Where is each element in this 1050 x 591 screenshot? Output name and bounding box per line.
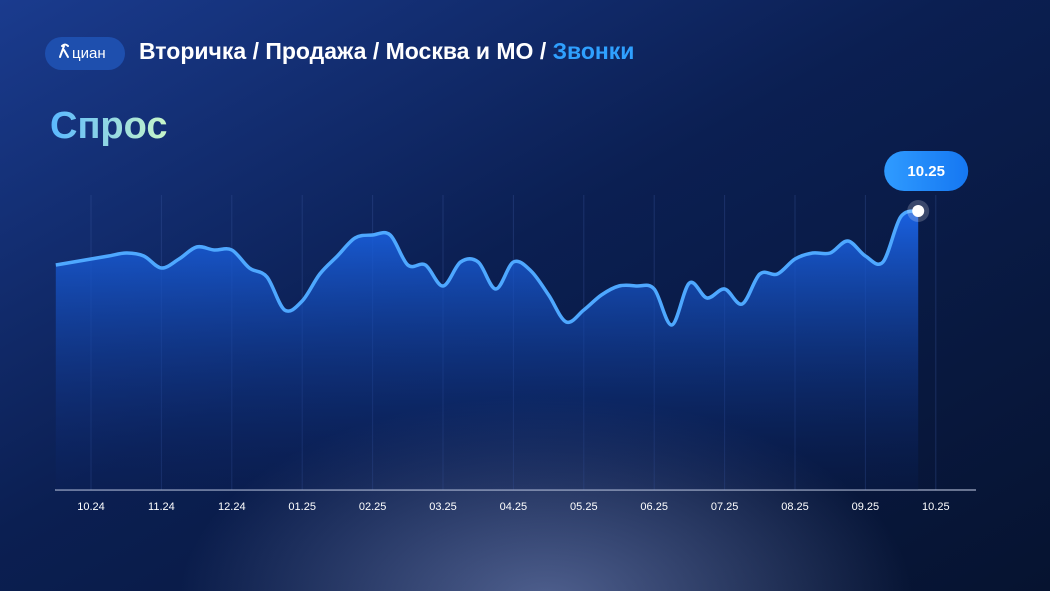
annotation-badge: [884, 151, 969, 191]
breadcrumb-separator: /: [253, 38, 260, 64]
x-tick-label: 01.25: [288, 501, 316, 513]
x-tick-label: 05.25: [570, 501, 598, 513]
x-tick-label: 03.25: [429, 501, 457, 513]
breadcrumb: Вторичка / Продажа / Москва и МО / Звонк…: [139, 38, 634, 64]
breadcrumb-item: Продажа: [265, 38, 366, 64]
x-tick-label: 12.24: [218, 501, 246, 513]
annotation: 10.25: [907, 163, 945, 180]
x-tick-label: 10.25: [922, 501, 950, 513]
logo-text: циан: [72, 45, 106, 62]
x-tick-label: 11.24: [148, 501, 175, 513]
logo-icon: [59, 43, 69, 58]
x-tick-label: 09.25: [852, 501, 880, 513]
breadcrumb-separator: /: [373, 38, 380, 64]
x-tick-label: 07.25: [711, 501, 739, 513]
breadcrumb-item-active: Звонки: [553, 38, 635, 64]
breadcrumb-separator: /: [540, 38, 547, 64]
end-point: [912, 205, 925, 217]
x-tick-label: 04.25: [500, 501, 528, 513]
x-tick-label: 02.25: [359, 501, 387, 513]
breadcrumb-item: Москва и МО: [386, 38, 534, 64]
breadcrumb-item: Вторичка: [139, 38, 246, 64]
line: [55, 209, 919, 327]
x-tick-label: 06.25: [640, 501, 668, 513]
x-tick-label: 10.24: [77, 501, 105, 513]
area: [55, 211, 919, 490]
x-tick-label: 08.25: [781, 501, 809, 513]
chart-title: Спрос: [50, 105, 167, 147]
